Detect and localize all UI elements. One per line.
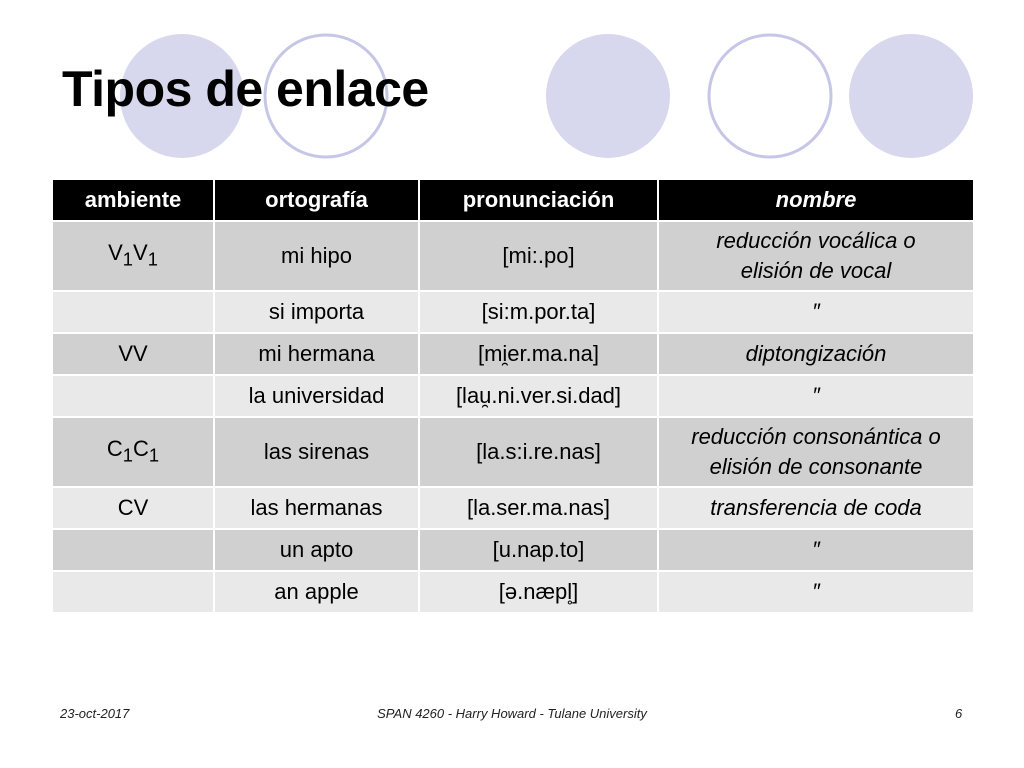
- cell-nombre: ″: [659, 572, 973, 612]
- cell-pronunciacion: [lau̯.ni.ver.si.dad]: [420, 376, 657, 416]
- cell-nombre: transferencia de coda: [659, 488, 973, 528]
- cell-nombre: ″: [659, 292, 973, 332]
- table-row: un apto [u.nap.to] ″: [53, 530, 973, 570]
- cell-ortografia: si importa: [215, 292, 418, 332]
- cell-nombre: reducción vocálica o elisión de vocal: [659, 222, 973, 290]
- cell-pronunciacion: [mi̯er.ma.na]: [420, 334, 657, 374]
- linking-types-table: ambiente ortografía pronunciación nombre…: [51, 178, 975, 614]
- slide-title: Tipos de enlace: [62, 61, 429, 117]
- header-ambiente: ambiente: [53, 180, 213, 220]
- cell-pronunciacion: [mi:.po]: [420, 222, 657, 290]
- cell-ambiente: [53, 572, 213, 612]
- cell-ortografia: la universidad: [215, 376, 418, 416]
- table-row: CV las hermanas [la.ser.ma.nas] transfer…: [53, 488, 973, 528]
- cell-ambiente: [53, 376, 213, 416]
- header-nombre: nombre: [659, 180, 973, 220]
- cell-ambiente: V1V1: [53, 222, 213, 290]
- header-pronunciacion: pronunciación: [420, 180, 657, 220]
- decorative-circles: [120, 33, 973, 159]
- cell-nombre: ″: [659, 376, 973, 416]
- table-row: la universidad [lau̯.ni.ver.si.dad] ″: [53, 376, 973, 416]
- cell-pronunciacion: [la.ser.ma.nas]: [420, 488, 657, 528]
- cell-ortografia: mi hipo: [215, 222, 418, 290]
- cell-pronunciacion: [la.s:i.re.nas]: [420, 418, 657, 486]
- cell-ortografia: mi hermana: [215, 334, 418, 374]
- footer-course: SPAN 4260 - Harry Howard - Tulane Univer…: [377, 706, 647, 721]
- circle-filled-2: [546, 34, 670, 158]
- cell-ortografia: un apto: [215, 530, 418, 570]
- cell-ambiente: CV: [53, 488, 213, 528]
- table-header-row: ambiente ortografía pronunciación nombre: [53, 180, 973, 220]
- cell-ambiente: VV: [53, 334, 213, 374]
- table-row: V1V1 mi hipo [mi:.po] reducción vocálica…: [53, 222, 973, 290]
- cell-ortografia: an apple: [215, 572, 418, 612]
- footer-page-number: 6: [955, 706, 963, 721]
- cell-ambiente: [53, 292, 213, 332]
- cell-ortografia: las sirenas: [215, 418, 418, 486]
- cell-nombre: diptongización: [659, 334, 973, 374]
- circle-outline-1: [263, 33, 389, 159]
- cell-nombre: reducción consonántica o elisión de conso…: [659, 418, 973, 486]
- cell-ambiente: [53, 530, 213, 570]
- table-row: si importa [si:m.por.ta] ″: [53, 292, 973, 332]
- cell-ortografia: las hermanas: [215, 488, 418, 528]
- circle-filled-3: [849, 34, 973, 158]
- footer-date: 23-oct-2017: [60, 706, 130, 721]
- cell-pronunciacion: [ə.næpl̥]: [420, 572, 657, 612]
- table-row: an apple [ə.næpl̥] ″: [53, 572, 973, 612]
- header-ortografia: ortografía: [215, 180, 418, 220]
- table-row: C1C1 las sirenas [la.s:i.re.nas] reducci…: [53, 418, 973, 486]
- circle-outline-2: [707, 33, 833, 159]
- table-row: VV mi hermana [mi̯er.ma.na] diptongizaci…: [53, 334, 973, 374]
- cell-nombre: ″: [659, 530, 973, 570]
- cell-pronunciacion: [si:m.por.ta]: [420, 292, 657, 332]
- cell-ambiente: C1C1: [53, 418, 213, 486]
- cell-pronunciacion: [u.nap.to]: [420, 530, 657, 570]
- circle-filled-1: [120, 34, 244, 158]
